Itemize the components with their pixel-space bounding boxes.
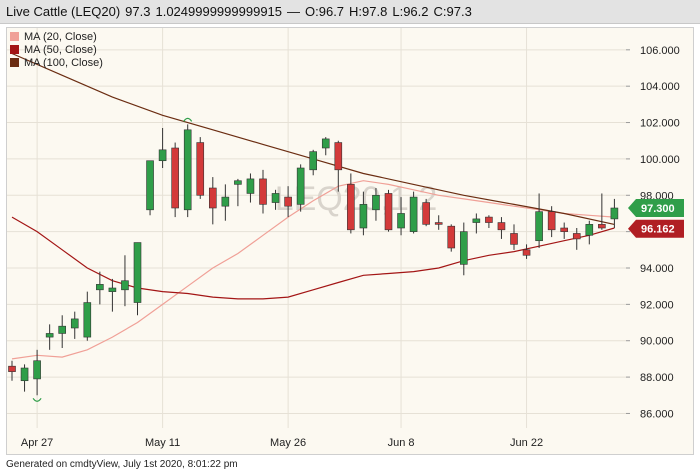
candle-body [246,178,255,194]
y-tick-label: 90.000 [640,336,674,348]
candle-body [485,216,493,223]
candle-body [347,184,355,231]
candle-body [321,138,330,149]
high-value: H:97.8 [349,4,388,19]
candle-body [209,187,217,209]
candle-body [372,194,380,211]
low-value: L:96.2 [392,4,429,19]
candle-body [108,287,117,292]
chart-header: Live Cattle (LEQ20) 97.3 1.024999999999991… [0,0,700,24]
candle-body [259,178,267,205]
legend-swatch [10,32,19,41]
candle-body [33,360,41,380]
x-tick-label: May 26 [270,437,306,449]
y-tick-label: 102.000 [640,118,680,130]
candle-body [560,227,569,232]
legend-swatch [10,45,19,54]
candle-body [409,196,418,232]
ma20-line [11,180,615,360]
candle-body [196,142,205,196]
open-value: O:96.7 [305,4,345,19]
candle-body [158,149,167,162]
candle-body [296,167,305,205]
candle-body [397,213,405,229]
y-tick-label: 100.000 [640,154,680,166]
generated-footer: Generated on cmdtyView, July 1st 2020, 8… [6,459,238,470]
candle-body [70,318,79,329]
ma-value-tag [628,219,684,238]
y-tick-label: 104.000 [640,81,680,93]
candle-body [58,325,67,334]
y-tick-label: 92.000 [640,299,674,311]
legend-swatch [10,58,19,67]
candle-body [610,207,619,220]
candle-body [121,280,129,291]
last-price-tag [628,199,684,217]
swing-high-marker [183,117,193,122]
candle-body [171,147,179,209]
candle-body [271,193,280,203]
candle-body [234,180,242,185]
candle-body [472,218,481,223]
x-tick-label: Jun 22 [510,437,543,449]
candle-body [572,233,581,240]
candle-body [522,249,531,256]
candle-body [585,224,594,236]
candle-body [183,129,192,211]
candle-body [334,142,343,171]
candle-body [221,196,230,207]
candle-body [547,211,556,231]
plot-area[interactable] [6,27,694,455]
candle-body [146,160,154,211]
candle-body [83,302,92,338]
x-tick-label: May 11 [145,437,180,449]
x-tick-label: Apr 27 [21,437,53,449]
close-value: C:97.3 [433,4,472,19]
candle-body [434,222,443,225]
legend-entry: MA (50, Close) [24,44,97,56]
y-tick-label: 94.000 [640,263,674,275]
last-price-label: 97.300 [641,203,675,215]
candle-body [359,204,368,229]
legend-entry: MA (100, Close) [24,57,103,69]
y-tick-label: 88.000 [640,372,674,384]
candle-body [535,211,543,242]
candle-body [284,196,292,207]
candle-body [422,202,430,225]
candle-body [598,224,606,229]
ma-value-label: 96.162 [641,224,675,236]
candle-body [497,222,506,231]
legend-entry: MA (20, Close) [24,31,97,43]
candle-body [96,284,104,291]
last-price: 97.3 [125,4,151,19]
candle-body [309,151,318,171]
candle-body [459,231,468,265]
candle-body [510,233,518,245]
candle-body [20,367,29,382]
candle-body [45,333,54,338]
candle-body [8,365,16,372]
y-tick-label: 86.000 [640,408,674,420]
y-tick-label: 106.000 [640,45,680,57]
instrument-title: Live Cattle (LEQ20) [6,4,121,19]
candle-body [133,242,142,303]
swing-low-marker [32,397,42,402]
price-change: 1.0249999999999915 [155,4,283,19]
candle-body [384,193,393,231]
x-tick-label: Jun 8 [388,437,415,449]
header-separator: — [287,4,301,19]
candle-body [447,225,456,249]
